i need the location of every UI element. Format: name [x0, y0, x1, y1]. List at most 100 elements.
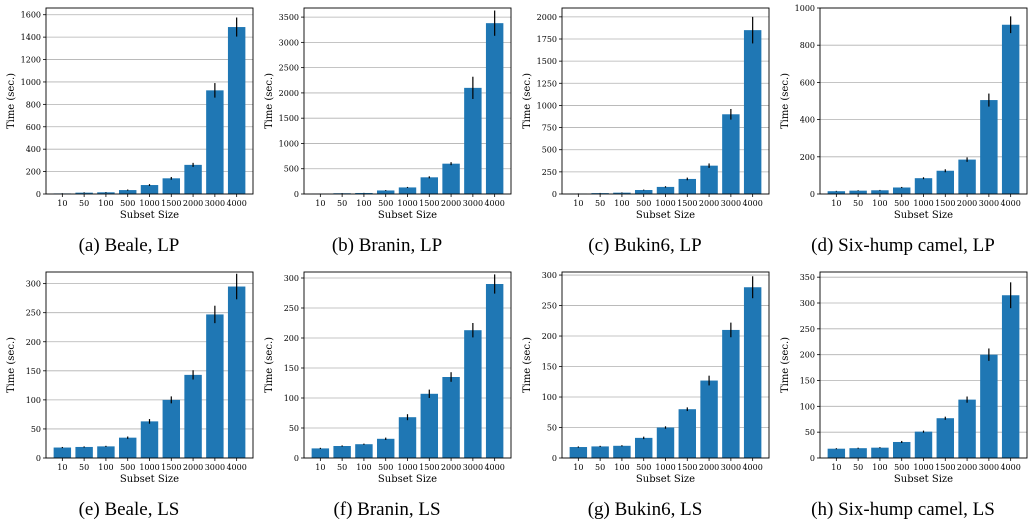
x-tick-label: 100 [98, 463, 113, 472]
bar [376, 190, 395, 194]
bar [722, 114, 740, 194]
chart-panel: 10 50 100 500 1000 1500 2000 3000 4000 0 200 400 600… [0, 0, 258, 263]
x-tick-label: 1500 [935, 463, 955, 472]
y-axis-label: Time (sec.) [780, 73, 791, 129]
bar [140, 185, 159, 194]
y-tick-label: 200 [26, 338, 41, 347]
bar [162, 399, 181, 458]
bar [118, 190, 137, 194]
y-tick-label: 800 [26, 100, 41, 109]
bar [700, 165, 718, 194]
bar [97, 192, 115, 194]
bar [53, 447, 72, 458]
x-tick-label: 3000 [979, 199, 999, 208]
chart-caption: (g) Bukin6, LS [587, 499, 703, 520]
bar [420, 177, 439, 194]
x-tick-label: 3000 [979, 463, 999, 472]
bar [591, 446, 609, 458]
x-tick-label: 1000 [913, 463, 933, 472]
bar [311, 448, 330, 458]
x-tick-label: 4000 [742, 463, 762, 472]
x-tick-label: 2000 [957, 199, 977, 208]
x-tick-label: 4000 [484, 199, 504, 208]
axes-frame [819, 271, 1028, 459]
bar [569, 447, 588, 458]
x-tick-label: 1000 [655, 463, 675, 472]
x-tick-label: 2000 [699, 463, 719, 472]
y-tick-label: 350 [800, 273, 815, 282]
x-tick-label: 500 [894, 199, 909, 208]
chart-svg: 10 50 100 500 1000 1500 2000 3000 4000 0 50 100 150 2… [780, 271, 1028, 485]
bar [980, 354, 998, 458]
bar [97, 446, 115, 458]
x-tick-label: 100 [614, 199, 629, 208]
x-tick-label: 50 [79, 463, 89, 472]
y-tick-label: 300 [26, 280, 41, 289]
bar [227, 27, 246, 195]
x-tick-label: 500 [120, 463, 135, 472]
bar [678, 409, 697, 458]
chart-caption: (a) Beale, LP [78, 235, 180, 256]
bar [700, 380, 718, 458]
chart-panel: 10 50 100 500 1000 1500 2000 3000 4000 0 50 100 150 2… [0, 264, 258, 527]
bar [398, 417, 417, 458]
bar [656, 427, 675, 458]
chart-panel: 10 50 100 500 1000 1500 2000 3000 4000 0 250 500 750… [516, 0, 774, 263]
bar [464, 87, 482, 194]
bar [936, 170, 955, 194]
y-tick-label: 300 [800, 299, 815, 308]
x-tick-label: 3000 [721, 199, 741, 208]
y-tick-label: 600 [800, 78, 815, 87]
y-tick-label: 1500 [279, 114, 299, 123]
y-tick-label: 200 [284, 334, 299, 343]
x-tick-label: 2000 [699, 199, 719, 208]
chart-panel: 10 50 100 500 1000 1500 2000 3000 4000 0 50 100 150 2… [516, 264, 774, 527]
x-tick-label: 2000 [441, 199, 461, 208]
axes-frame [45, 271, 254, 459]
y-tick-label: 800 [800, 41, 815, 50]
x-axis-label: Subset Size [636, 474, 695, 485]
x-tick-label: 3000 [463, 463, 483, 472]
bar [485, 284, 504, 458]
bar [849, 448, 867, 458]
y-tick-label: 0 [810, 190, 815, 199]
chart-svg: 10 50 100 500 1000 1500 2000 3000 4000 0 50 100 150 2… [6, 271, 254, 485]
bar [206, 314, 224, 458]
x-tick-label: 10 [57, 199, 67, 208]
bar [892, 441, 911, 458]
y-tick-label: 200 [26, 168, 41, 177]
x-tick-label: 10 [573, 199, 583, 208]
chart-svg: 10 50 100 500 1000 1500 2000 3000 4000 0 50 100 150 2… [264, 271, 512, 485]
y-tick-label: 1750 [537, 35, 557, 44]
y-tick-label: 0 [36, 190, 41, 199]
y-tick-label: 2500 [279, 64, 299, 73]
x-tick-label: 50 [79, 199, 89, 208]
chart-svg: 10 50 100 500 1000 1500 2000 3000 40000250500750… [522, 7, 770, 221]
y-axis-label: Time (sec.) [264, 73, 275, 129]
y-tick-label: 250 [26, 309, 41, 318]
y-tick-label: 1500 [537, 57, 557, 66]
chart-caption: (h) Six-hump camel, LS [811, 499, 995, 520]
bar [634, 437, 653, 458]
x-tick-label: 1500 [935, 199, 955, 208]
x-tick-label: 4000 [226, 199, 246, 208]
axes-frame [819, 7, 1028, 195]
x-tick-label: 1500 [677, 463, 697, 472]
x-tick-label: 100 [614, 463, 629, 472]
x-tick-label: 1000 [913, 199, 933, 208]
x-axis-label: Subset Size [894, 210, 953, 221]
y-tick-label: 0 [294, 190, 299, 199]
bar [613, 192, 631, 194]
y-tick-label: 300 [542, 271, 557, 280]
x-tick-label: 1500 [419, 463, 439, 472]
x-tick-label: 3000 [205, 463, 225, 472]
x-tick-label: 50 [337, 463, 347, 472]
x-tick-label: 10 [315, 199, 325, 208]
x-tick-label: 500 [378, 463, 393, 472]
x-tick-label: 50 [595, 463, 605, 472]
bar [743, 30, 762, 195]
x-tick-label: 3000 [721, 463, 741, 472]
y-tick-label: 400 [26, 145, 41, 154]
chart-panel: 10 50 100 500 1000 1500 2000 3000 4000 0 500 1000 15… [258, 0, 516, 263]
x-tick-label: 10 [831, 463, 841, 472]
